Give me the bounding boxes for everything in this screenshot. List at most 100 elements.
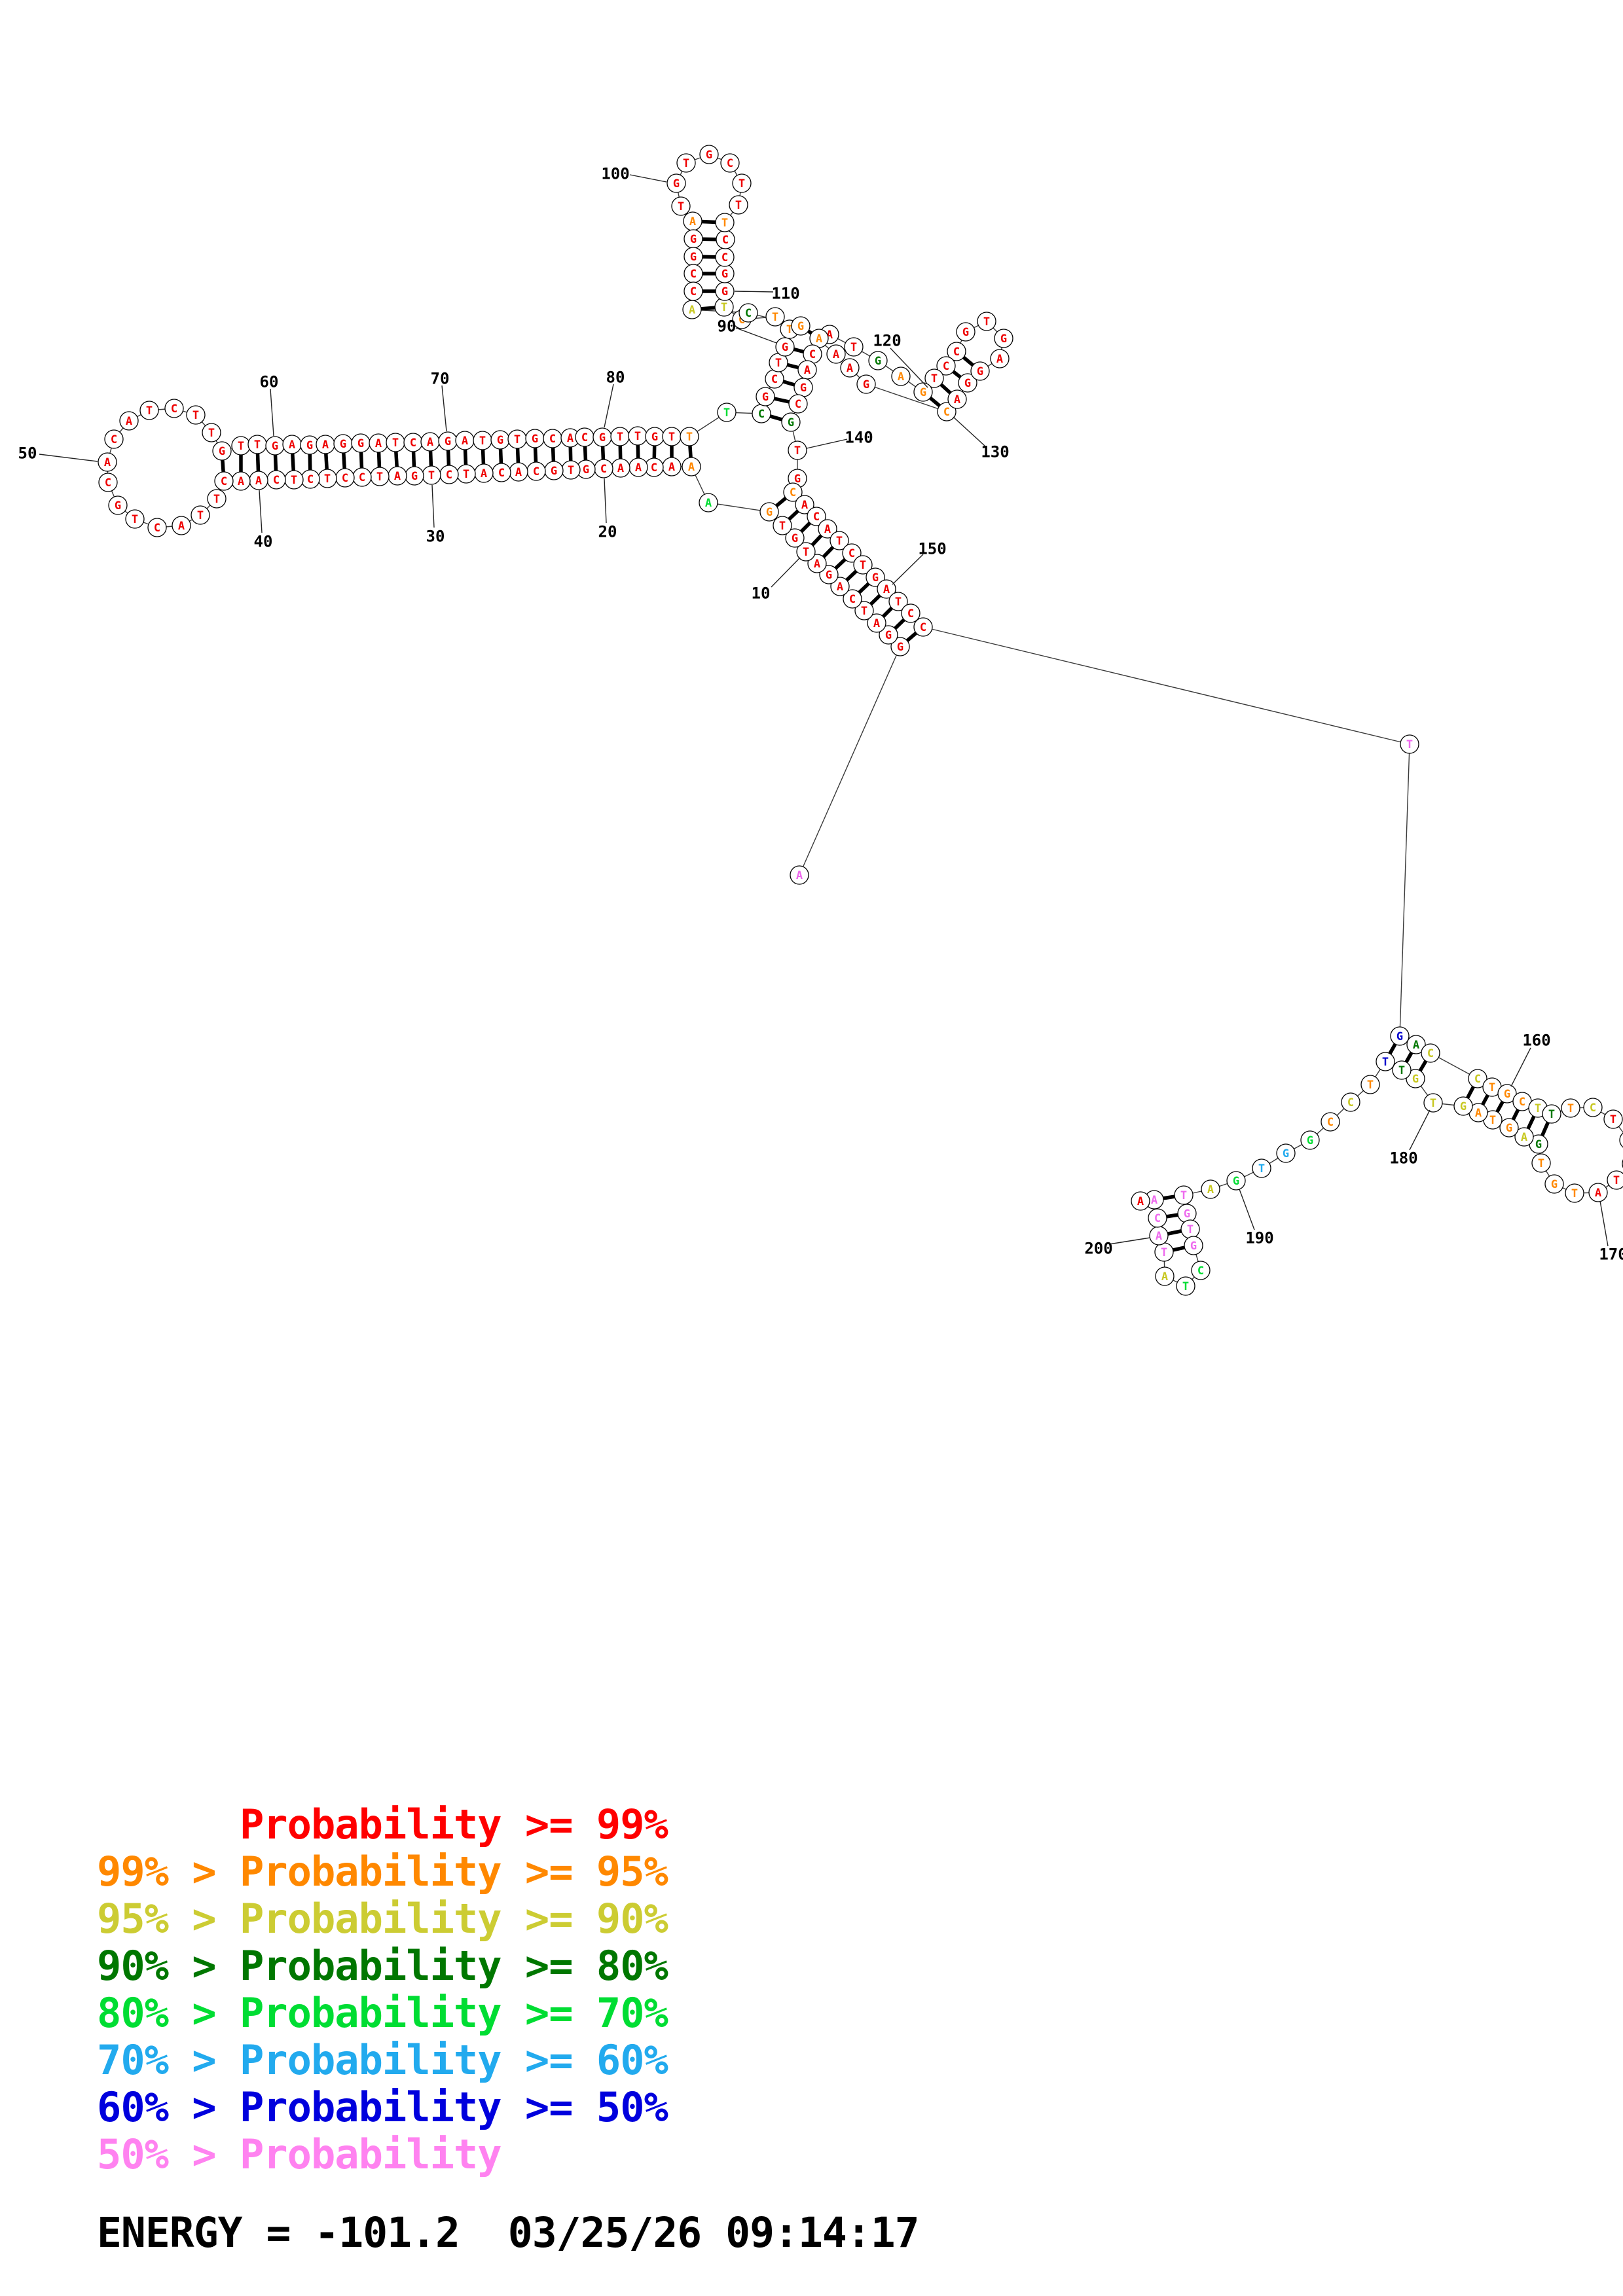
nucleotide-letter: T bbox=[1187, 1223, 1194, 1236]
nucleotide-letter: A bbox=[322, 439, 329, 452]
nucleotide-letter: A bbox=[394, 470, 401, 483]
nucleotide-letter: C bbox=[1519, 1096, 1525, 1109]
nucleotide-circle bbox=[1376, 1052, 1395, 1071]
label-leader-line bbox=[892, 554, 924, 585]
nucleotide-letter: G bbox=[875, 355, 881, 368]
position-label: 90 bbox=[718, 317, 737, 336]
legend-line-90: 95% > Probability >= 90% bbox=[97, 1895, 668, 1943]
nucleotide-circle bbox=[1300, 1130, 1320, 1150]
nucleotide-circle bbox=[807, 507, 826, 526]
nucleotide-letter: T bbox=[931, 372, 938, 386]
position-label: 110 bbox=[771, 285, 799, 303]
nucleotide-letter: T bbox=[1258, 1162, 1265, 1175]
energy-text: ENERGY = -101.2 03/25/26 09:14:17 bbox=[97, 2209, 920, 2257]
position-label: 30 bbox=[426, 528, 445, 546]
nucleotide-letter: A bbox=[1207, 1183, 1214, 1196]
legend-line-95: 99% > Probability >= 95% bbox=[97, 1848, 668, 1895]
nucleotide-circle bbox=[990, 349, 1010, 368]
nucleotide-letter: A bbox=[1475, 1107, 1482, 1120]
nucleotide-letter: T bbox=[1382, 1056, 1389, 1069]
nucleotide-circle bbox=[756, 387, 775, 406]
nucleotide-circle bbox=[1176, 1276, 1195, 1296]
nucleotide-circle bbox=[1400, 734, 1419, 754]
nucleotide-letter: C bbox=[848, 547, 855, 560]
nucleotide-circle bbox=[1588, 1183, 1608, 1202]
position-label: 150 bbox=[918, 540, 946, 558]
nucleotide-letter: C bbox=[722, 234, 729, 247]
nucleotide-letter: T bbox=[324, 473, 331, 486]
position-label: 120 bbox=[873, 332, 901, 350]
nucleotide-letter: T bbox=[291, 474, 297, 487]
nucleotide-letter: C bbox=[758, 408, 765, 421]
nucleotide-circle bbox=[790, 865, 809, 885]
nucleotide-circle bbox=[98, 473, 118, 492]
nucleotide-circle bbox=[666, 173, 686, 193]
nucleotide-circle bbox=[842, 543, 862, 563]
nucleotide-circle bbox=[913, 617, 933, 637]
nucleotide-letter: C bbox=[1590, 1102, 1596, 1115]
nucleotide-circle bbox=[818, 519, 837, 539]
nucleotide-letter: A bbox=[1137, 1195, 1144, 1208]
label-leader-line bbox=[270, 388, 274, 437]
nucleotide-circle bbox=[970, 361, 990, 381]
nucleotide-letter: T bbox=[723, 406, 730, 420]
nucleotide-letter: C bbox=[690, 285, 697, 298]
nucleotide-letter: T bbox=[983, 315, 990, 329]
nucleotide-letter: T bbox=[1535, 1102, 1541, 1115]
nucleotide-letter: G bbox=[797, 320, 804, 333]
nucleotide-circle bbox=[682, 457, 701, 476]
nucleotide-circle bbox=[1561, 1098, 1580, 1118]
nucleotide-letter: A bbox=[996, 353, 1003, 366]
nucleotide-letter: C bbox=[953, 346, 960, 359]
label-leader-line bbox=[604, 384, 614, 428]
nucleotide-circle bbox=[699, 145, 719, 164]
nucleotide-letter: T bbox=[686, 431, 693, 444]
nucleotide-circle bbox=[214, 471, 234, 491]
label-leader-line bbox=[259, 490, 263, 533]
nucleotide-letter: A bbox=[255, 475, 262, 488]
nucleotide-letter: T bbox=[1613, 1174, 1620, 1187]
nucleotide-letter: C bbox=[1327, 1116, 1334, 1129]
nucleotide-letter: T bbox=[1430, 1097, 1436, 1110]
nucleotide-circle bbox=[788, 440, 807, 460]
nucleotide-letter: T bbox=[721, 301, 727, 314]
nucleotide-letter: G bbox=[690, 233, 697, 246]
nucleotide-letter: A bbox=[954, 393, 960, 406]
nucleotide-letter: T bbox=[1406, 738, 1413, 751]
nucleotide-circle bbox=[172, 516, 191, 535]
position-label: 180 bbox=[1389, 1149, 1417, 1168]
nucleotide-letter: G bbox=[599, 431, 606, 444]
nucleotide-circle bbox=[202, 423, 221, 442]
backbone-segment bbox=[708, 502, 770, 512]
probability-legend: Probability >= 99% 99% > Probability >= … bbox=[97, 1801, 668, 2178]
nucleotide-letter: G bbox=[1283, 1147, 1289, 1160]
nucleotide-circle bbox=[1174, 1185, 1194, 1205]
nucleotide-letter: G bbox=[706, 149, 712, 162]
position-label: 70 bbox=[431, 370, 450, 388]
nucleotide-letter: T bbox=[735, 199, 742, 212]
nucleotide-circle bbox=[1423, 1093, 1443, 1113]
nucleotide-letter: A bbox=[1161, 1270, 1168, 1283]
nucleotide-letter: C bbox=[943, 360, 949, 373]
nucleotide-circle bbox=[977, 312, 996, 331]
nucleotide-circle bbox=[877, 579, 896, 599]
nucleotide-circle bbox=[785, 528, 805, 548]
nucleotide-letter: A bbox=[898, 370, 904, 384]
nucleotide-letter: C bbox=[273, 474, 280, 487]
nucleotide-letter: T bbox=[1548, 1108, 1555, 1121]
nucleotide-circle bbox=[866, 567, 885, 587]
nucleotide-letter: C bbox=[533, 465, 539, 478]
nucleotide-letter: G bbox=[551, 465, 557, 478]
nucleotide-letter: G bbox=[762, 391, 769, 404]
nucleotide-letter: C bbox=[307, 473, 314, 486]
nucleotide-letter: G bbox=[1506, 1122, 1512, 1135]
label-leader-line bbox=[39, 454, 98, 462]
nucleotide-circle bbox=[1531, 1153, 1551, 1173]
nucleotide-circle bbox=[1453, 1096, 1473, 1116]
label-leader-line bbox=[735, 327, 777, 344]
nucleotide-letter: T bbox=[739, 177, 745, 190]
nucleotide-circle bbox=[1497, 1084, 1517, 1103]
nucleotide-circle bbox=[856, 374, 876, 394]
nucleotide-letter: A bbox=[1151, 1194, 1158, 1207]
nucleotide-letter: T bbox=[617, 431, 623, 444]
